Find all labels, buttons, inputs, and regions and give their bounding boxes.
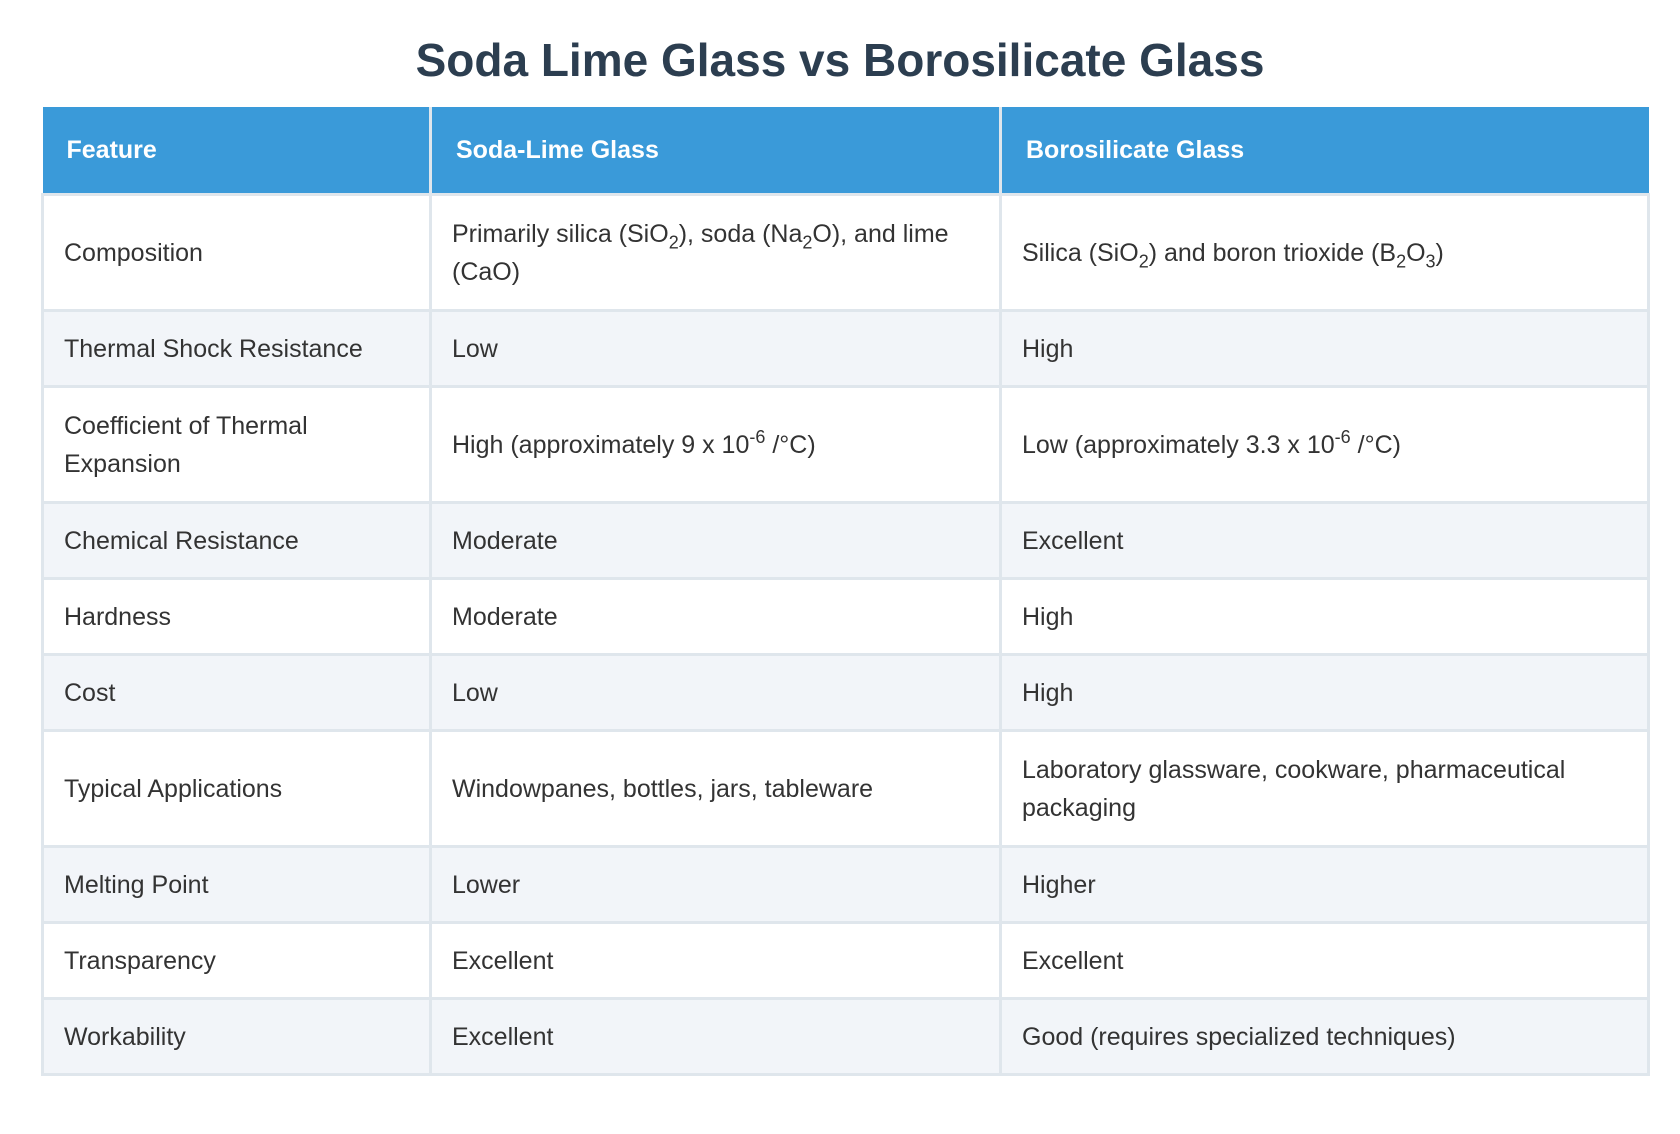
table-body: Composition Primarily silica (SiO2), sod… xyxy=(41,193,1650,1076)
header-feature: Feature xyxy=(42,107,432,196)
feature-cell: Typical Applications xyxy=(41,729,432,848)
table-row-workability: Workability Excellent Good (requires spe… xyxy=(41,997,1650,1076)
soda-lime-cell: Excellent xyxy=(429,997,1002,1076)
feature-cell: Composition xyxy=(41,193,432,312)
soda-lime-cell: Moderate xyxy=(429,577,1002,656)
header-row: Feature Soda-Lime Glass Borosilicate Gla… xyxy=(42,107,1649,196)
borosilicate-cell: Laboratory glassware, cookware, pharmace… xyxy=(999,729,1650,848)
table-row-hardness: Hardness Moderate High xyxy=(41,577,1650,656)
borosilicate-cell: Higher xyxy=(999,845,1650,924)
feature-cell: Transparency xyxy=(41,921,432,1000)
borosilicate-cell: Low (approximately 3.3 x 10-6 /°C) xyxy=(999,385,1650,504)
soda-lime-cell: High (approximately 9 x 10-6 /°C) xyxy=(429,385,1002,504)
table-row-applications: Typical Applications Windowpanes, bottle… xyxy=(41,729,1650,848)
table-row-composition: Composition Primarily silica (SiO2), sod… xyxy=(41,193,1650,312)
table-header: Feature Soda-Lime Glass Borosilicate Gla… xyxy=(42,107,1649,196)
feature-cell: Coefficient of Thermal Expansion xyxy=(41,385,432,504)
table-row-thermal-expansion: Coefficient of Thermal Expansion High (a… xyxy=(41,385,1650,504)
borosilicate-cell: Excellent xyxy=(999,501,1650,580)
borosilicate-cell: Excellent xyxy=(999,921,1650,1000)
borosilicate-cell: High xyxy=(999,577,1650,656)
borosilicate-cell: Good (requires specialized techniques) xyxy=(999,997,1650,1076)
comparison-table: Feature Soda-Lime Glass Borosilicate Gla… xyxy=(41,107,1650,1076)
borosilicate-cell: Silica (SiO2) and boron trioxide (B2O3) xyxy=(999,193,1650,312)
header-borosilicate: Borosilicate Glass xyxy=(1000,107,1649,196)
feature-cell: Hardness xyxy=(41,577,432,656)
soda-lime-cell: Moderate xyxy=(429,501,1002,580)
feature-cell: Cost xyxy=(41,653,432,732)
table-row-thermal-shock: Thermal Shock Resistance Low High xyxy=(41,309,1650,388)
borosilicate-cell: High xyxy=(999,653,1650,732)
soda-lime-cell: Low xyxy=(429,653,1002,732)
table-row-cost: Cost Low High xyxy=(41,653,1650,732)
page-title: Soda Lime Glass vs Borosilicate Glass xyxy=(415,34,1265,86)
table-row-melting-point: Melting Point Lower Higher xyxy=(41,845,1650,924)
soda-lime-cell: Low xyxy=(429,309,1002,388)
soda-lime-cell: Windowpanes, bottles, jars, tableware xyxy=(429,729,1002,848)
table-row-chemical-resistance: Chemical Resistance Moderate Excellent xyxy=(41,501,1650,580)
borosilicate-cell: High xyxy=(999,309,1650,388)
soda-lime-cell: Lower xyxy=(429,845,1002,924)
table-row-transparency: Transparency Excellent Excellent xyxy=(41,921,1650,1000)
feature-cell: Chemical Resistance xyxy=(41,501,432,580)
header-soda-lime: Soda-Lime Glass xyxy=(430,107,1002,196)
feature-cell: Melting Point xyxy=(41,845,432,924)
soda-lime-cell: Primarily silica (SiO2), soda (Na2O), an… xyxy=(429,193,1002,312)
feature-cell: Thermal Shock Resistance xyxy=(41,309,432,388)
soda-lime-cell: Excellent xyxy=(429,921,1002,1000)
feature-cell: Workability xyxy=(41,997,432,1076)
